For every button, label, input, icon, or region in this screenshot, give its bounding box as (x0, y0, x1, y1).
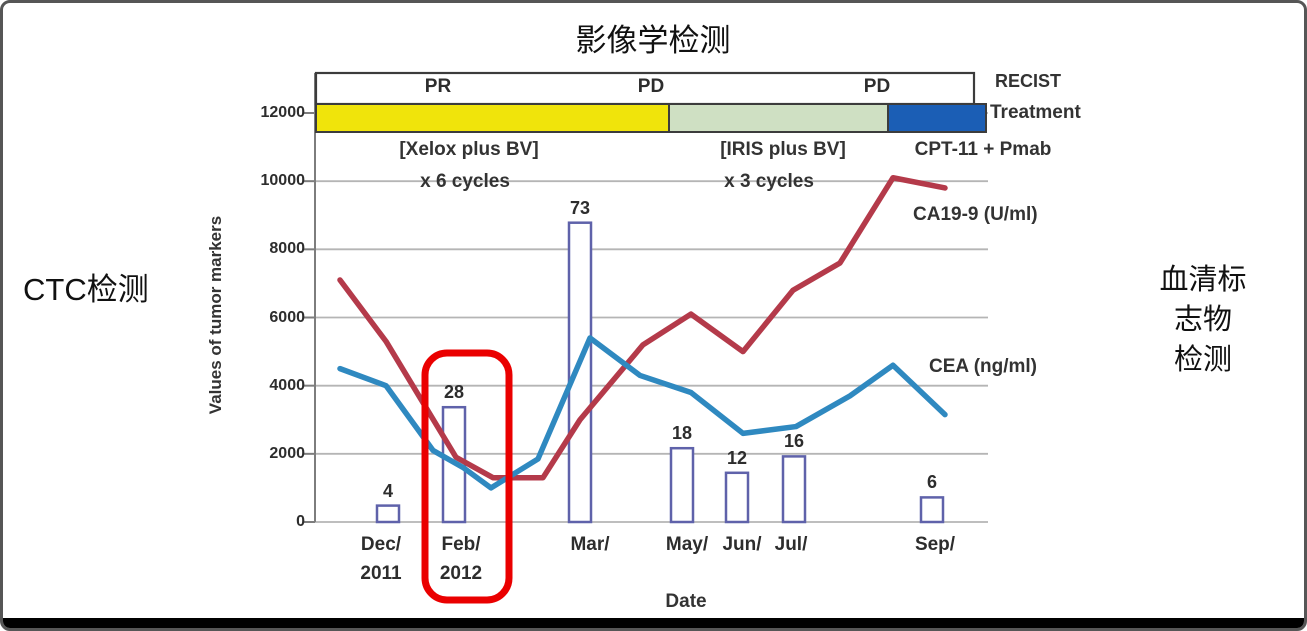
legend-ca19-9: CA19-9 (U/ml) (913, 204, 1038, 225)
bottom-black-bar (3, 618, 1304, 628)
ctc-bar-value: 16 (783, 431, 805, 452)
treatment-iris-cycles: x 3 cycles (724, 171, 814, 192)
x-tick-line: Sep/ (914, 534, 956, 555)
right-annotation-serum: 血清标志物 检测 (1153, 260, 1254, 380)
x-tick-line: Jun/ (722, 534, 762, 555)
x-axis-title: Date (665, 591, 707, 612)
ctc-bar-value: 12 (726, 447, 748, 468)
recist-assessment-pr: PR (424, 76, 452, 97)
treatment-iris-label: [IRIS plus BV] (720, 139, 846, 160)
x-tick-label: Feb/2012 (440, 530, 482, 588)
right-annotation-line1: 血清标志物 (1159, 264, 1247, 336)
treatment-cpt11-label: CPT-11 + Pmab (914, 139, 1052, 160)
y-tick-label: 8000 (269, 240, 305, 258)
ctc-bar-value: 73 (569, 197, 591, 218)
x-tick-line: May/ (665, 534, 709, 555)
recist-assessment-pd: PD (863, 76, 891, 97)
ctc-bar-value: 28 (443, 382, 465, 403)
y-tick-label: 2000 (269, 444, 305, 462)
chart-canvas (304, 71, 988, 604)
highlight-box-feb-2012 (421, 349, 513, 604)
treatment-xelox-cycles: x 6 cycles (420, 171, 510, 192)
x-tick-label: Dec/2011 (360, 530, 401, 588)
x-tick-line: Feb/ (441, 534, 481, 555)
ctc-bar-value: 6 (926, 472, 938, 493)
treatment-band-label: Treatment (990, 102, 1081, 123)
x-tick-label: Mar/ (570, 530, 609, 559)
x-tick-line: Jul/ (774, 534, 808, 555)
ctc-bar-value: 18 (671, 423, 693, 444)
x-tick-line: 2011 (360, 563, 402, 584)
x-tick-line: Dec/ (360, 534, 402, 555)
y-axis-title: Values of tumor markers (206, 215, 225, 415)
x-tick-label: Sep/ (915, 530, 955, 559)
y-tick-label: 0 (296, 513, 305, 530)
x-tick-line: 2012 (439, 563, 483, 584)
y-tick-label: 12000 (260, 104, 306, 121)
y-tick-label: 4000 (269, 376, 305, 394)
treatment-xelox-label: [Xelox plus BV] (399, 139, 539, 160)
page-title: 影像学检测 (575, 23, 731, 58)
x-tick-label: May/ (666, 530, 708, 559)
y-tick-label: 10000 (260, 172, 306, 190)
x-tick-label: Jul/ (775, 530, 808, 559)
x-tick-line: Mar/ (570, 534, 610, 555)
series-line-ca19-9 (337, 175, 948, 481)
ctc-bar-value: 4 (382, 480, 394, 501)
recist-assessment-pd: PD (637, 76, 665, 97)
right-annotation-line2: 检测 (1173, 344, 1232, 376)
series-line-cea (337, 335, 948, 491)
recist-band-label: RECIST (995, 71, 1062, 91)
x-tick-label: Jun/ (722, 530, 761, 559)
y-tick-label: 6000 (269, 308, 305, 326)
left-annotation-ctc: CTC检测 (23, 272, 149, 307)
legend-cea: CEA (ng/ml) (929, 356, 1038, 377)
